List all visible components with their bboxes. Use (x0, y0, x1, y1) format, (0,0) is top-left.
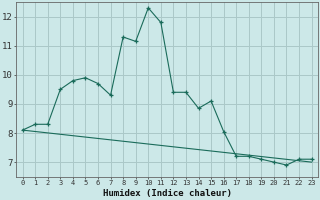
X-axis label: Humidex (Indice chaleur): Humidex (Indice chaleur) (103, 189, 232, 198)
